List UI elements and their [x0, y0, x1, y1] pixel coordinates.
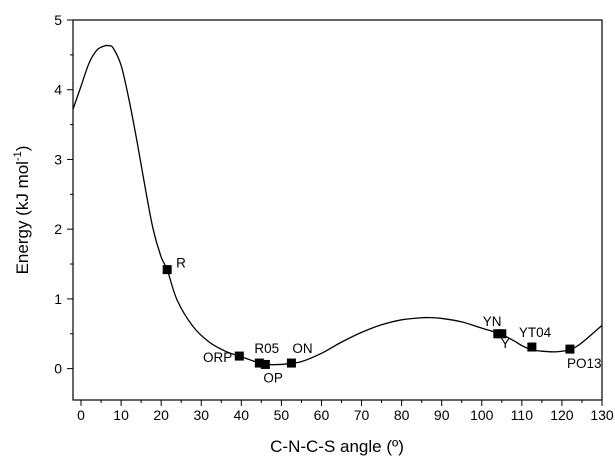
y-tick-label: 3 [54, 151, 62, 167]
data-point-labels: R ORP R05 OP ON YN Y YT04 PO13 [176, 256, 601, 386]
series-layer [72, 44, 603, 366]
y-axis-title-tail: ) [13, 146, 32, 152]
data-point-label: Y [501, 336, 510, 351]
data-point-label: YN [483, 314, 502, 329]
y-tick-label: 5 [54, 12, 62, 28]
x-tick-label: 130 [590, 407, 614, 423]
y-axis-title: Energy (kJ mol-1) [12, 146, 32, 275]
data-point-label: ON [292, 341, 312, 356]
data-point-marker [527, 342, 537, 352]
energy-curve [72, 44, 603, 366]
data-point-marker [497, 329, 507, 339]
x-tick-label: 120 [550, 407, 574, 423]
x-tick-label: 10 [113, 407, 129, 423]
axis-ticks [67, 19, 603, 406]
y-tick-label: 1 [54, 291, 62, 307]
data-point-label: YT04 [519, 325, 552, 340]
data-point-label: R [176, 256, 186, 271]
data-point-label: OP [263, 370, 283, 385]
y-tick-label: 2 [54, 221, 62, 237]
x-tick-label: 30 [193, 407, 209, 423]
x-tick-label: 0 [77, 407, 85, 423]
x-tick-label: 100 [470, 407, 494, 423]
y-tick-label: 4 [54, 82, 62, 98]
data-point-marker [254, 358, 264, 368]
data-point-marker [162, 265, 172, 275]
x-tick-label: 60 [314, 407, 330, 423]
x-tick-label: 20 [153, 407, 169, 423]
y-axis-title-main: Energy (kJ mol [13, 161, 32, 274]
axis-tick-labels: 0 10 20 30 40 50 60 70 80 90 100 110 120 130 0 1 2 3 4 5 [54, 12, 614, 423]
data-point-marker [260, 359, 270, 369]
x-axis-title: C-N-C-S angle (º) [270, 437, 404, 456]
x-tick-label: 90 [434, 407, 450, 423]
plot-frame [72, 19, 603, 401]
x-tick-label: 80 [394, 407, 410, 423]
y-axis-title-superscript: -1 [12, 151, 24, 161]
data-point-marker [565, 344, 575, 354]
x-tick-label: 50 [274, 407, 290, 423]
data-point-marker [286, 358, 296, 368]
data-point-label: R05 [254, 341, 279, 356]
x-tick-label: 70 [354, 407, 370, 423]
data-point-marker [234, 351, 244, 361]
x-tick-label: 110 [511, 407, 534, 423]
data-point-label: PO13 [567, 356, 602, 371]
data-point-label: ORP [203, 350, 232, 365]
y-tick-label: 0 [54, 361, 62, 377]
x-tick-label: 40 [234, 407, 250, 423]
data-points [162, 265, 575, 369]
